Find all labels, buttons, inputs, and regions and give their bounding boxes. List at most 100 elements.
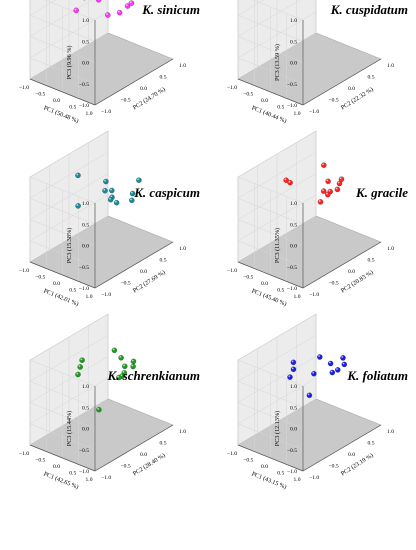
data-point [102, 187, 108, 194]
data-point [107, 196, 114, 203]
z-tick-label: −0.5 [79, 82, 89, 88]
y-axis-line [302, 424, 382, 472]
x-tick-label: 1.0 [86, 477, 93, 483]
x-tick-label: −0.5 [243, 275, 253, 281]
x-axis-line [29, 444, 96, 472]
y-tick-label: 0.5 [160, 75, 167, 81]
x-tick-label: 0.0 [53, 464, 60, 470]
panel-title: K. cuspidatum [330, 2, 408, 17]
y-tick-label: 1.0 [179, 246, 186, 252]
x-tick-label: 1.0 [294, 294, 301, 300]
x-tick-label: −0.5 [35, 458, 45, 464]
data-point [128, 0, 135, 6]
y-tick-label: 0.5 [368, 75, 375, 81]
x-tick-label: 0.0 [53, 281, 60, 287]
pca-3d-plot: −1.0 −0.5 0.0 0.5 1.0 −1.0 −0.5 0.0 0.5 1.0 −1.0 −0… [19, 313, 186, 491]
data-point [317, 199, 324, 205]
y-tick-label: −0.5 [329, 464, 339, 470]
data-point [136, 177, 142, 183]
data-point [118, 355, 124, 361]
z-tick-label: −1.0 [287, 469, 297, 475]
y-tick-label: −0.5 [121, 281, 131, 287]
z-tick-label: −1.0 [79, 469, 89, 475]
data-point [329, 369, 336, 376]
y-axis-label: PC2 (23.19 %) [340, 452, 375, 478]
z-tick-label: 1.0 [82, 201, 89, 207]
z-tick-label: −1.0 [287, 103, 297, 109]
data-point [334, 186, 341, 193]
data-point [325, 191, 331, 198]
x-tick-label: −0.5 [243, 92, 253, 98]
y-tick-label: 0.0 [140, 452, 147, 458]
z-tick-label: 0.0 [82, 427, 89, 433]
gridline [29, 194, 109, 268]
pca-3d-plot: −1.0 −0.5 0.0 0.5 1.0 −1.0 −0.5 0.0 0.5 1.0 −1.0 −0… [19, 130, 186, 308]
data-point [103, 178, 109, 185]
x-tick-label: 0.5 [277, 105, 284, 111]
y-tick-label: −1.0 [309, 475, 319, 481]
x-tick-label: −1.0 [227, 451, 237, 457]
gridline [29, 151, 109, 225]
z-tick-label: −1.0 [287, 286, 297, 292]
gridline [252, 0, 304, 21]
y-axis-line [94, 241, 174, 289]
data-point [290, 359, 297, 366]
x-tick-label: 1.0 [86, 294, 93, 300]
pca-panel: −1.0 −0.5 0.0 0.5 1.0 −1.0 −0.5 0.0 0.5 1.0 −1.0 −0… [0, 313, 208, 549]
gridline [237, 151, 317, 225]
z-tick-label: 0.5 [82, 405, 89, 411]
x-tick-label: 0.0 [53, 98, 60, 104]
gridline [29, 173, 109, 246]
z-tick-label: −0.5 [287, 448, 297, 454]
y-axis-label: PC2 (28.40 %) [132, 452, 167, 478]
y-axis-line [94, 58, 174, 106]
z-axis-label: PC3 (15.44%) [66, 411, 73, 446]
y-tick-label: 0.0 [348, 86, 355, 92]
gridline [237, 0, 304, 63]
gridline [29, 356, 109, 429]
y-tick-label: 1.0 [179, 429, 186, 435]
data-point [341, 361, 348, 368]
gridline [29, 0, 96, 42]
z-tick-label: 1.0 [290, 18, 297, 24]
z-tick-label: 1.0 [290, 384, 297, 390]
z-tick-label: 0.0 [290, 427, 297, 433]
y-axis-line [302, 241, 382, 289]
z-axis-label: PC3 (13.59 %) [274, 44, 281, 81]
x-tick-label: −0.5 [35, 92, 45, 98]
x-tick-label: −1.0 [19, 85, 29, 91]
data-point [340, 355, 346, 361]
pca-panel: −1.0 −0.5 0.0 0.5 1.0 −1.0 −0.5 0.0 0.5 1.0 −1.0 −0… [208, 130, 416, 366]
gridline [44, 0, 96, 21]
x-tick-label: −0.5 [243, 458, 253, 464]
data-point [109, 187, 115, 194]
y-tick-label: 0.0 [140, 86, 147, 92]
data-point [122, 363, 128, 370]
z-tick-label: 0.5 [290, 222, 297, 228]
data-point [130, 358, 137, 365]
x-axis-line [29, 261, 96, 289]
x-tick-label: 1.0 [86, 111, 93, 117]
y-axis-label: PC2 (20.83 %) [340, 269, 375, 295]
data-point [327, 360, 334, 367]
gridline [237, 313, 317, 387]
pca-3d-plot: −1.0 −0.5 0.0 0.5 1.0 −1.0 −0.5 0.0 0.5 1.0 −1.0 −0… [227, 0, 394, 125]
x-tick-label: 0.5 [277, 471, 284, 477]
y-tick-label: 0.5 [368, 258, 375, 264]
data-point [321, 162, 327, 168]
z-axis-label: PC3 (12.13%) [274, 411, 281, 446]
y-tick-label: 1.0 [179, 63, 186, 69]
data-point [325, 178, 331, 185]
data-point [130, 363, 136, 370]
z-tick-label: 0.5 [82, 222, 89, 228]
data-point [75, 203, 81, 209]
z-axis-label: PC3 (11.35%) [274, 228, 281, 263]
x-tick-label: −1.0 [19, 451, 29, 457]
x-tick-label: 0.0 [261, 281, 268, 287]
gridline [237, 194, 317, 268]
x-axis-line [237, 78, 304, 106]
gridline [29, 0, 96, 63]
x-tick-label: 1.0 [294, 477, 301, 483]
y-tick-label: 0.5 [160, 258, 167, 264]
z-tick-label: 0.5 [290, 39, 297, 45]
